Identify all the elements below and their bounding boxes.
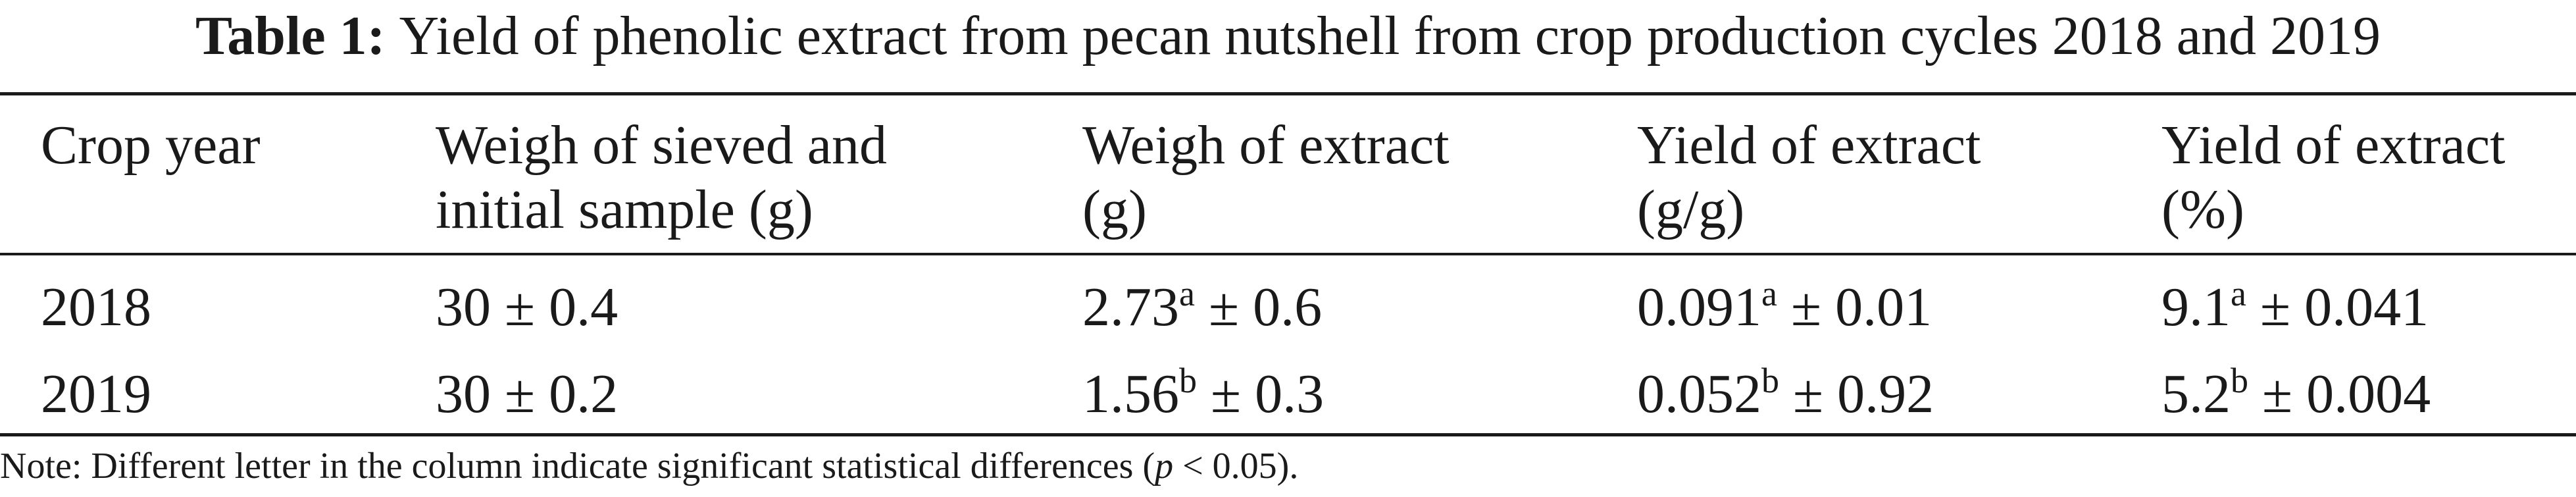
row-2019-yield-pct: 5.2b ± 0.004 [2161,361,2431,425]
significance-letter: b [1761,361,1779,400]
row-2018-sample: 30 ± 0.4 [436,276,619,338]
row-2019-sample: 30 ± 0.2 [436,363,619,425]
row-2018-yield-pct: 9.1a ± 0.041 [2161,274,2429,338]
significance-letter: b [1179,361,1197,400]
row-2019-yield-gg: 0.052b ± 0.92 [1637,361,1934,425]
table-caption: Table 1: Yield of phenolic extract from … [0,0,2576,99]
table-title: Yield of phenolic extract from pecan nut… [399,5,2381,66]
row-2019-extract: 1.56b ± 0.3 [1082,361,1325,425]
significance-letter: a [1761,274,1777,313]
header-yield-pct: Yield of extract (%) [2161,115,2506,240]
top-rule [0,92,2576,95]
significance-letter: a [1179,274,1195,313]
table-label: Table 1: [195,5,386,66]
row-2018-yield-gg: 0.091a ± 0.01 [1637,274,1932,338]
header-sample-weight: Weigh of sieved and initial sample (g) [436,115,888,240]
row-2018-extract: 2.73a ± 0.6 [1082,274,1323,338]
header-extract-weight: Weigh of extract (g) [1082,115,1450,240]
header-yield-gg: Yield of extract (g/g) [1637,115,1981,240]
row-2019-year: 2019 [41,363,151,425]
significance-letter: b [2231,361,2248,400]
row-2018-year: 2018 [41,276,151,338]
header-rule [0,253,2576,255]
significance-letter: a [2231,274,2246,313]
header-crop-year: Crop year [41,115,261,176]
bottom-rule [0,433,2576,436]
table-note: Note: Different letter in the column ind… [0,446,1299,486]
